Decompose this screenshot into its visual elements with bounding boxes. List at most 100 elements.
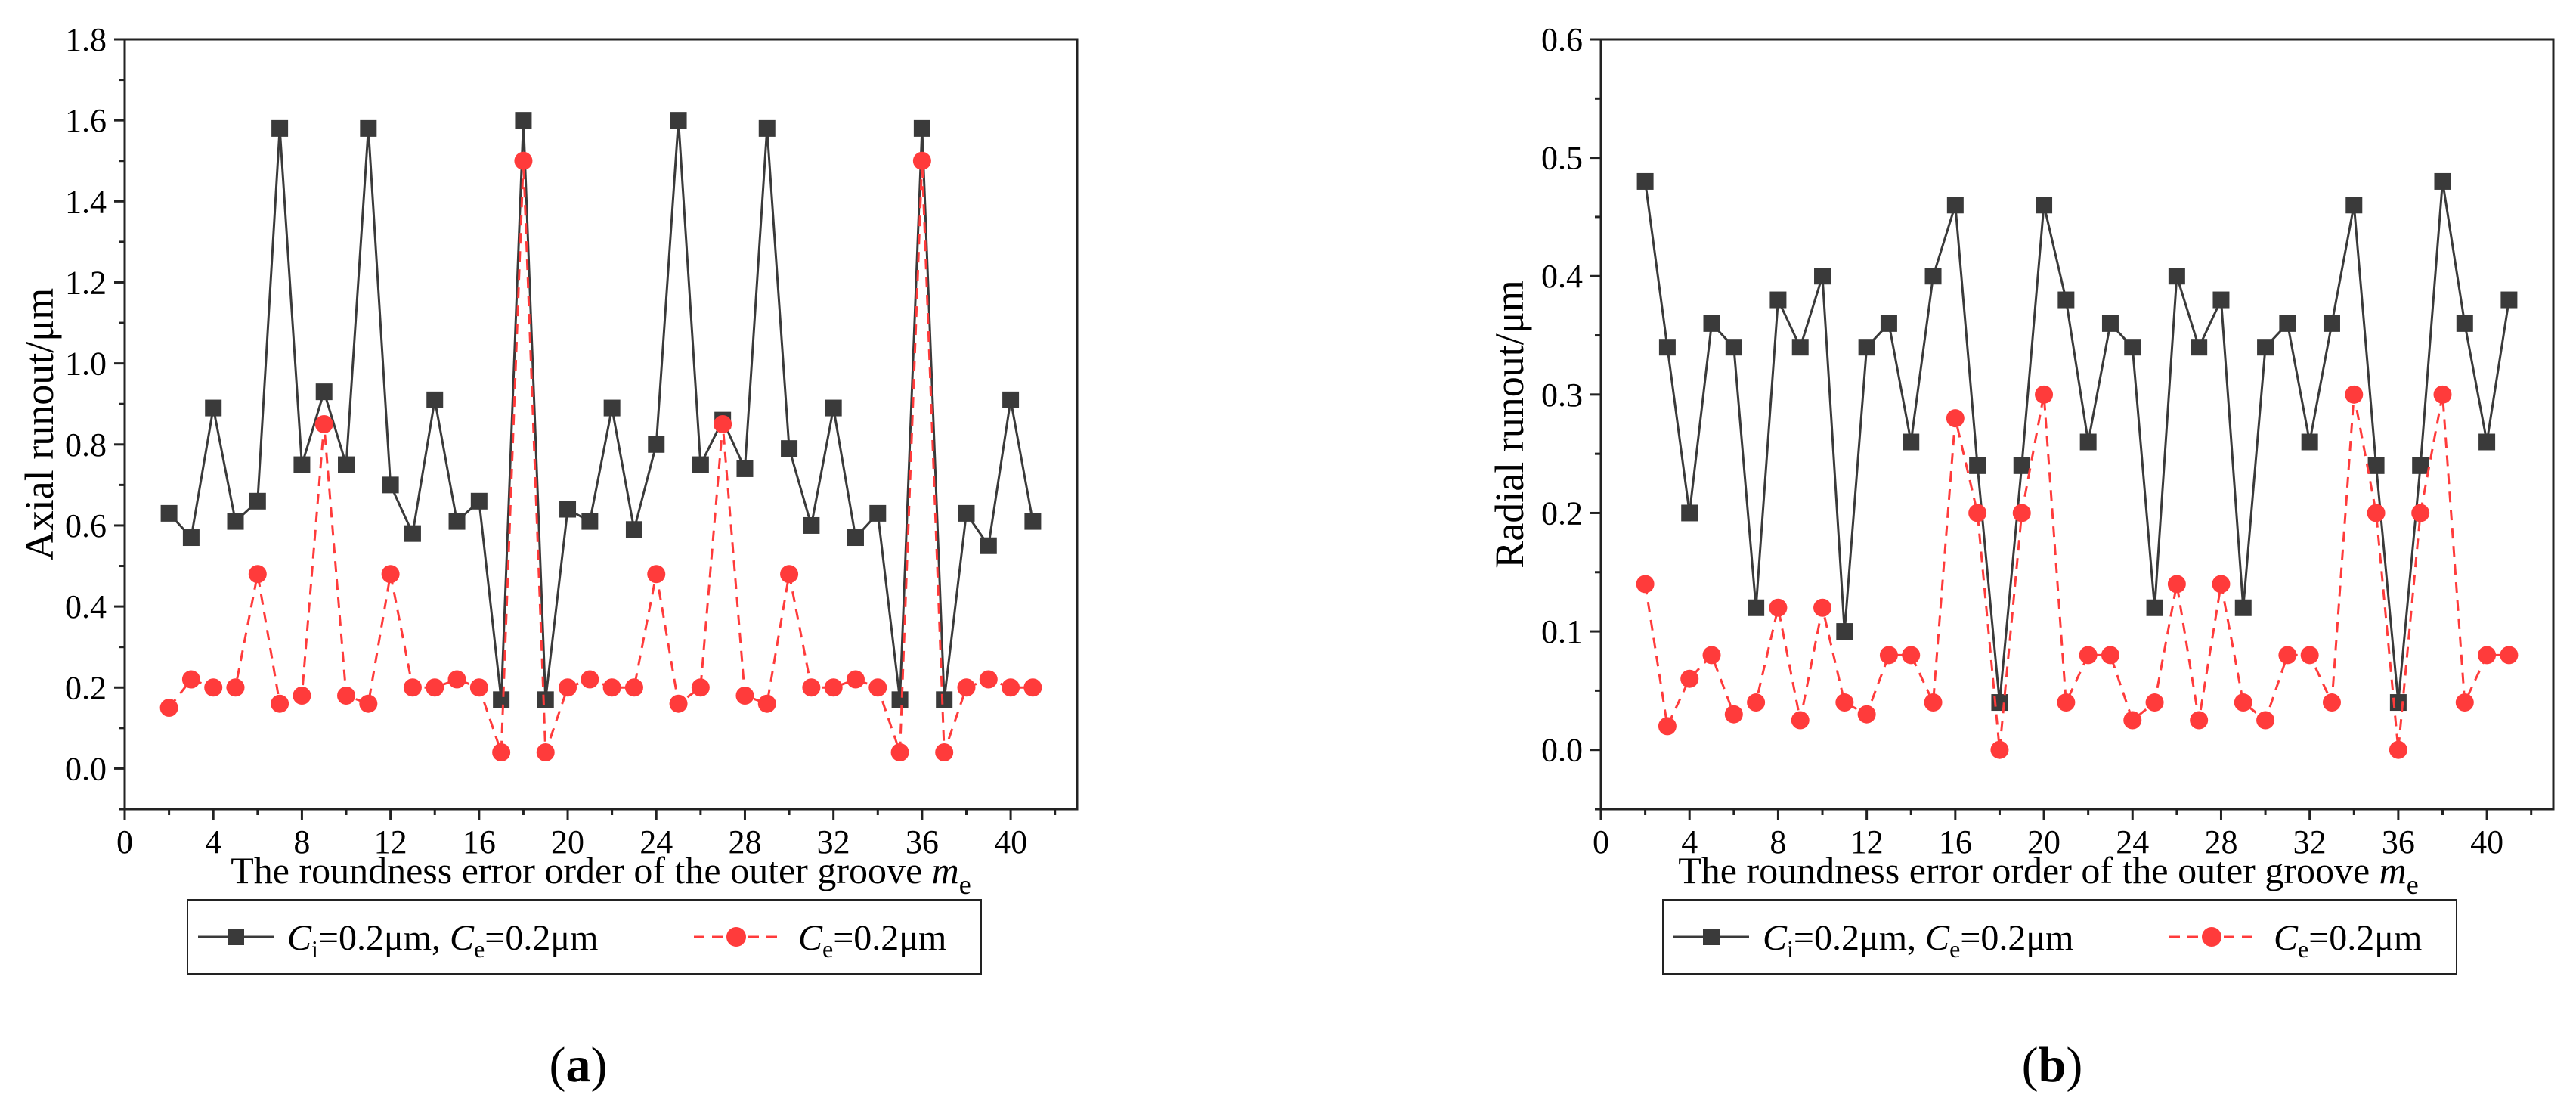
data-point-b-s2-x14	[1902, 646, 1921, 665]
y-tick-label-a-5: 1.0	[65, 346, 107, 383]
data-point-b-s2-x16	[1946, 409, 1965, 428]
data-point-b-s1-x23	[2101, 315, 2119, 332]
legend-s2-c-b: C	[2274, 918, 2299, 958]
data-point-b-s1-x30	[2257, 339, 2274, 356]
legend-s1-c1val-b: =0.2μm,	[1794, 918, 1925, 958]
x-axis-label-a: The roundness error order of the outer g…	[231, 849, 971, 900]
data-point-b-s2-x38	[2433, 385, 2452, 404]
data-point-b-s1-x20	[2036, 197, 2053, 214]
y-tick-label-b-3: 0.3	[1541, 377, 1583, 414]
data-point-b-s1-x14	[1903, 433, 1920, 451]
data-point-a-s2-x2	[159, 699, 178, 718]
data-point-a-s2-x16	[469, 678, 488, 697]
data-point-a-s2-x19	[536, 743, 555, 761]
data-point-b-s1-x31	[2279, 315, 2296, 332]
data-point-a-s2-x21	[581, 670, 599, 689]
legend-s2-cval-a: =0.2μm	[833, 918, 946, 958]
data-point-a-s2-x34	[868, 678, 887, 697]
data-point-b-s1-x9	[1791, 339, 1809, 356]
data-point-a-s2-x39	[979, 670, 998, 689]
data-point-b-s1-x12	[1858, 339, 1875, 356]
data-point-a-s2-x12	[381, 565, 400, 584]
y-tick-label-a-0: 0.0	[65, 750, 107, 787]
x-axis-label-text-b: The roundness error order of the outer g…	[1678, 849, 2379, 891]
y-tick-label-b-5: 0.5	[1541, 140, 1583, 177]
data-point-b-s2-x31	[2278, 646, 2297, 665]
data-point-a-s2-x28	[735, 686, 754, 705]
data-point-b-s2-x22	[2079, 646, 2098, 665]
data-point-b-s1-x28	[2212, 291, 2230, 309]
data-point-b-s2-x18	[1990, 740, 2009, 759]
y-tick-label-a-3: 0.6	[65, 507, 107, 544]
y-tick-label-b-4: 0.4	[1541, 258, 1583, 295]
series-line-b-2	[1644, 394, 2509, 750]
legend-label-series1-a: Ci=0.2μm, Ce=0.2μm	[287, 918, 598, 963]
legend-marker-series1-a	[228, 929, 244, 945]
data-point-a-s1-x28	[736, 460, 754, 477]
x-tick-label-b-0: 0	[1593, 823, 1609, 860]
data-point-a-s1-x15	[448, 513, 466, 530]
data-point-a-s2-x41	[1023, 678, 1042, 697]
data-point-a-s1-x39	[980, 537, 997, 554]
data-point-a-s1-x41	[1024, 513, 1042, 530]
data-point-b-s2-x32	[2300, 646, 2319, 665]
data-point-a-s2-x11	[359, 694, 378, 713]
data-point-b-s2-x10	[1813, 598, 1832, 617]
data-point-b-s2-x35	[2367, 504, 2386, 522]
data-point-b-s2-x29	[2234, 693, 2252, 712]
plot-frame-a	[123, 38, 1079, 811]
data-point-b-s1-x25	[2146, 599, 2163, 616]
data-point-b-s2-x33	[2322, 693, 2341, 712]
x-axis-label-sub-a: e	[959, 870, 971, 900]
data-point-b-s2-x24	[2123, 711, 2142, 730]
x-axis-label-var-a: m	[932, 849, 959, 891]
legend-s2-csub-a: e	[822, 935, 833, 963]
y-tick-label-a-1: 0.2	[65, 669, 107, 706]
data-point-b-s2-x27	[2190, 711, 2209, 730]
data-point-b-s2-x20	[2035, 385, 2054, 404]
data-point-b-s2-x40	[2478, 646, 2497, 665]
data-point-a-s1-x10	[338, 456, 355, 473]
data-point-a-s1-x8	[293, 456, 311, 473]
y-axis-label-b: Radial runout/μm	[1487, 280, 1532, 568]
legend-s1-c1-b: C	[1763, 918, 1788, 958]
data-point-a-s1-x19	[537, 691, 554, 708]
tick-group-b: 0 4 8 12 16 20 24 28 32 36 40 0.0 0.1 0.2 0.3 0.4 0.5 0.6	[1541, 21, 2533, 860]
data-point-b-s1-x8	[1769, 291, 1787, 309]
data-point-a-s2-x40	[1002, 678, 1020, 697]
x-tick-label-b-36: 36	[2382, 823, 2415, 860]
y-tick-label-a-6: 1.2	[65, 264, 107, 301]
data-point-a-s1-x20	[559, 501, 577, 518]
data-point-b-s2-x30	[2256, 711, 2275, 730]
legend-s1-c2-a: C	[450, 918, 475, 958]
x-tick-label-b-4: 4	[1681, 823, 1698, 860]
series-group-a	[159, 112, 1042, 761]
data-point-b-s1-x6	[1725, 339, 1742, 356]
data-point-b-s2-x15	[1924, 693, 1943, 712]
data-point-b-s1-x36	[2389, 694, 2407, 712]
data-point-a-s1-x21	[581, 513, 599, 530]
legend-s1-c2val-a: =0.2μm	[485, 918, 598, 958]
data-point-b-s1-x24	[2124, 339, 2141, 356]
data-point-a-s1-x37	[936, 691, 953, 708]
legend-label-series1-b: Ci=0.2μm, Ce=0.2μm	[1763, 918, 2073, 963]
data-point-a-s1-x26	[692, 456, 709, 473]
data-point-a-s1-x11	[360, 119, 377, 137]
data-point-a-s2-x18	[514, 151, 533, 170]
data-point-a-s2-x36	[912, 151, 931, 170]
data-point-b-s2-x9	[1791, 711, 1810, 730]
series-group-b	[1636, 172, 2519, 759]
data-point-b-s1-x19	[2013, 457, 2030, 474]
data-point-b-s2-x19	[2012, 504, 2031, 522]
data-point-a-s1-x4	[205, 399, 222, 417]
legend-s1-c2-b: C	[1925, 918, 1950, 958]
data-point-b-s1-x16	[1946, 197, 1964, 214]
data-point-a-s1-x24	[648, 436, 665, 453]
data-point-a-s2-x7	[271, 694, 289, 713]
data-point-b-s1-x22	[2079, 433, 2097, 451]
data-point-a-s2-x25	[669, 694, 688, 713]
data-point-a-s2-x22	[602, 678, 621, 697]
data-point-b-s1-x34	[2345, 197, 2363, 214]
data-point-a-s1-x18	[515, 112, 532, 129]
data-point-a-s1-x25	[670, 112, 687, 129]
